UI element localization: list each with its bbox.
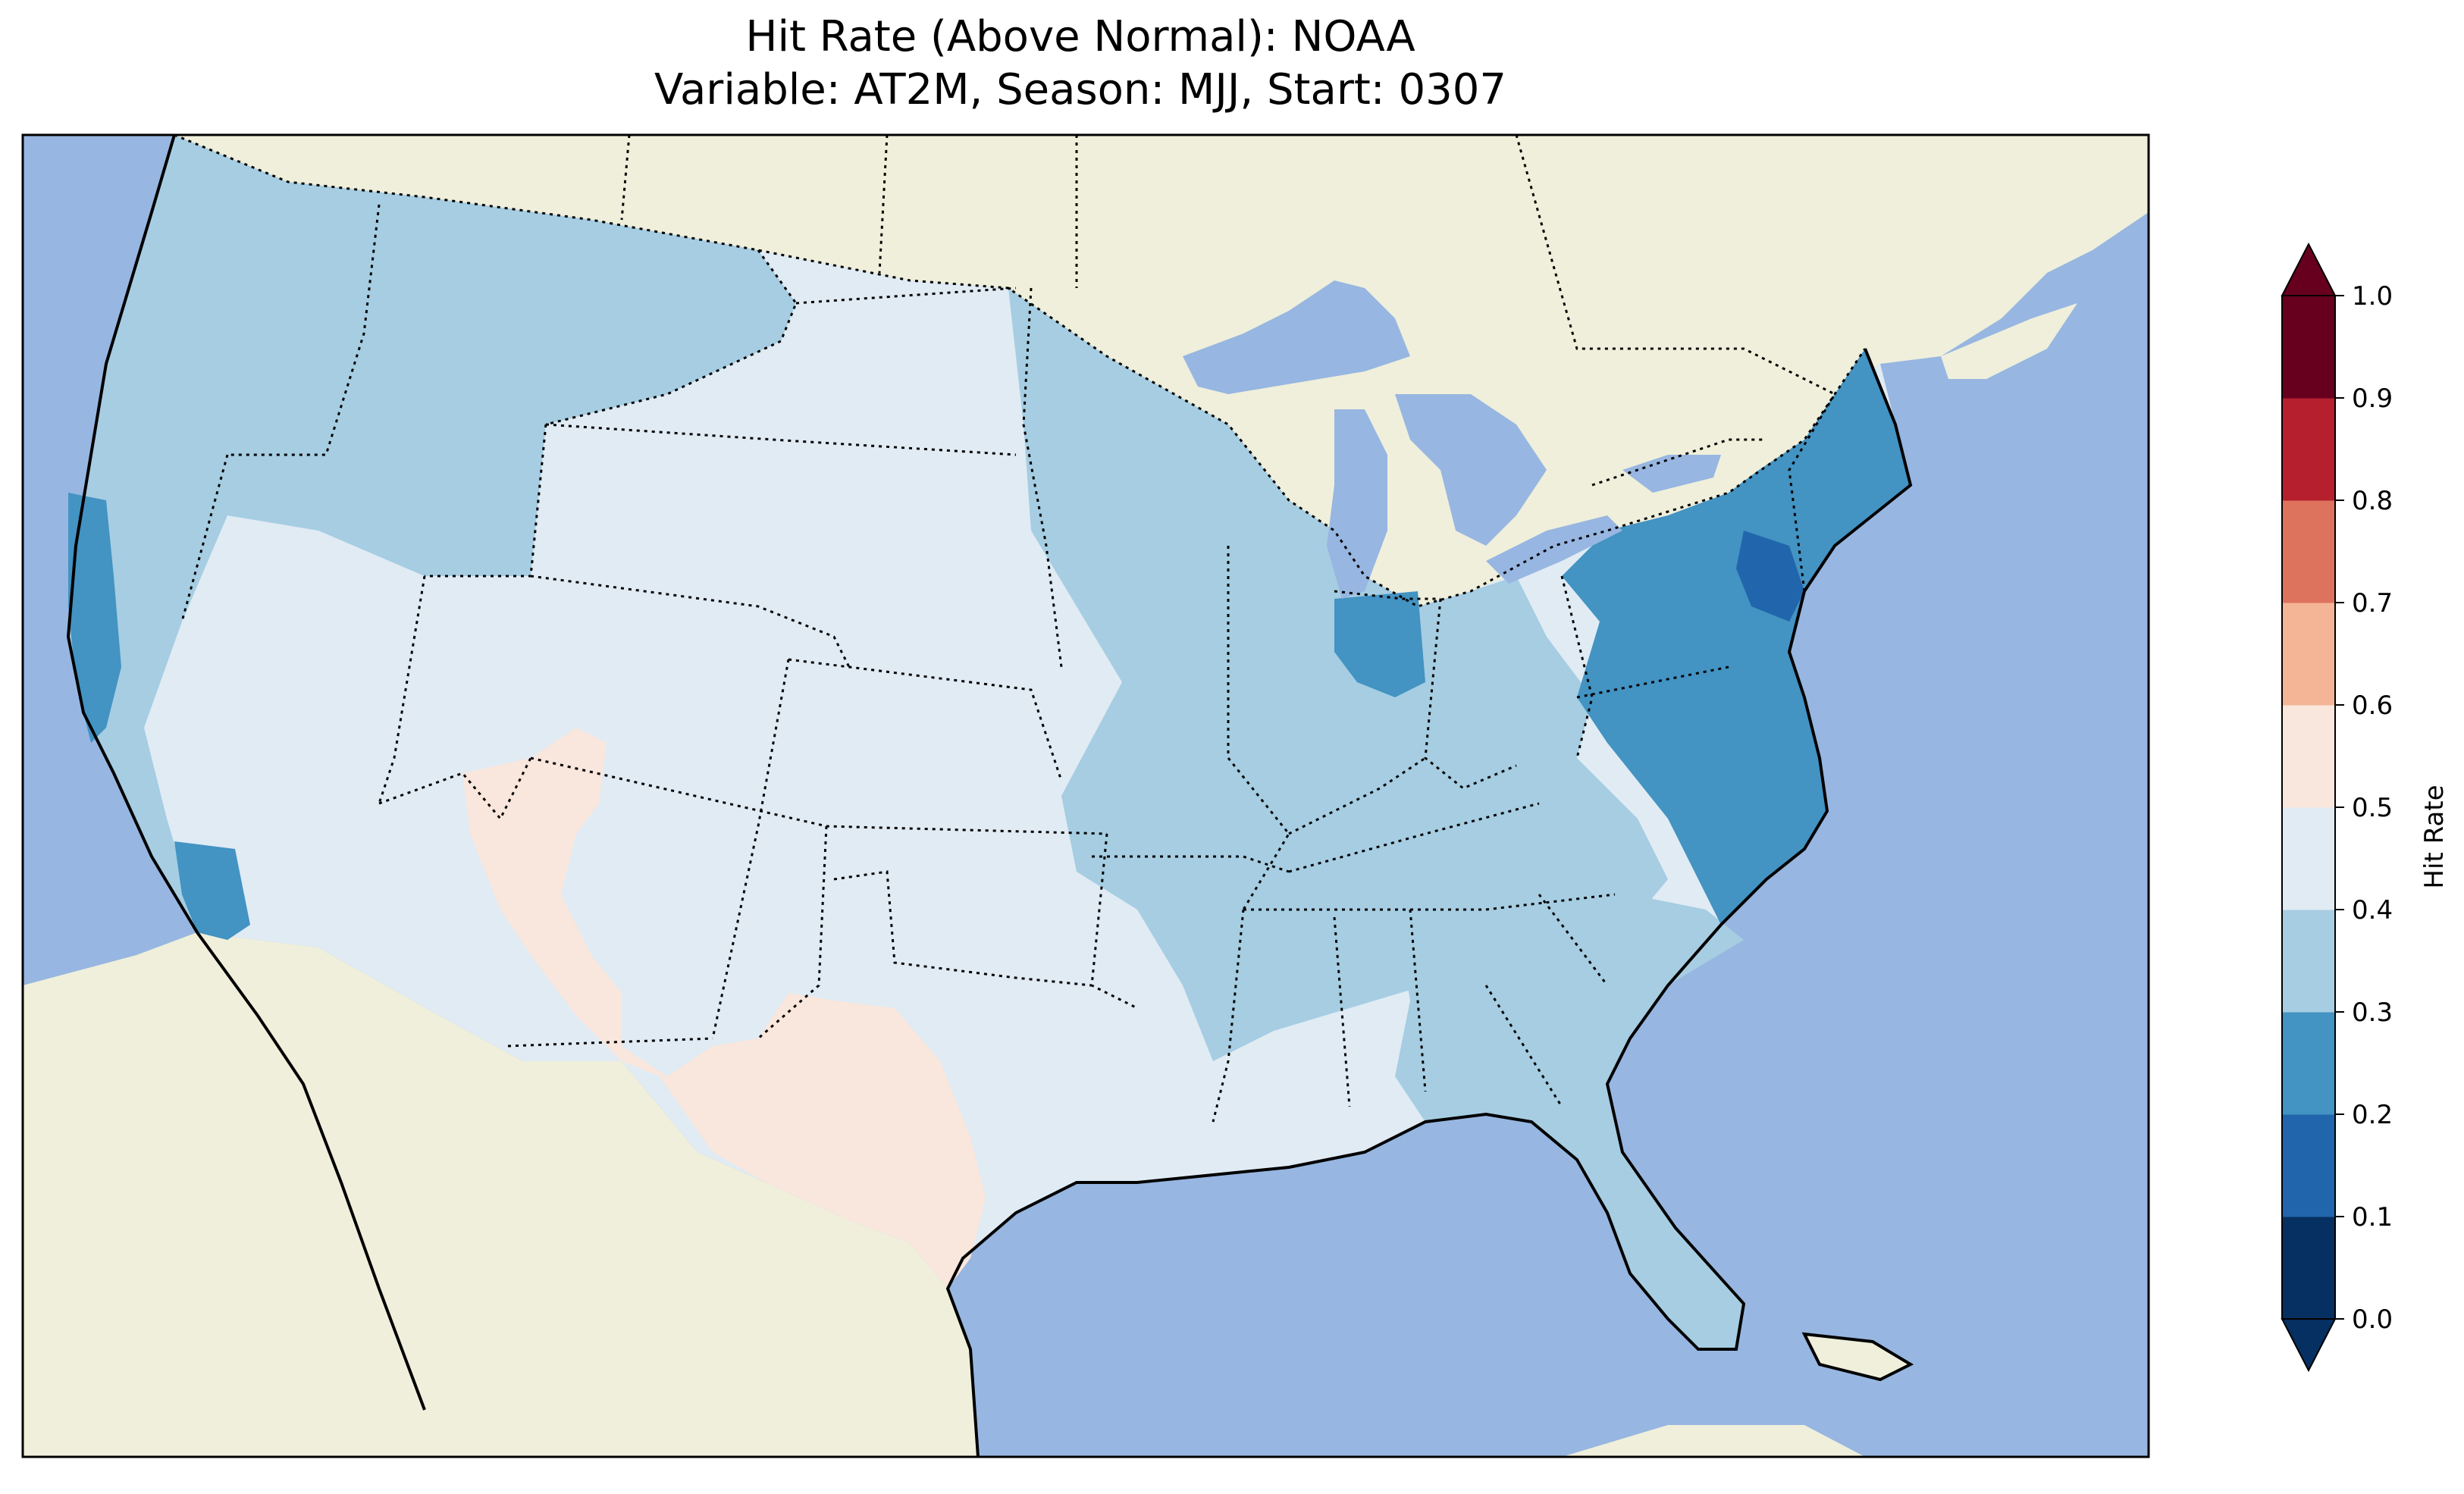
colorbar-tick-label: 0.3 [2352, 998, 2393, 1028]
colorbar-bin [2282, 296, 2335, 399]
colorbar-bin [2282, 910, 2335, 1013]
lake-erie [1486, 515, 1622, 584]
colorbar-bin [2282, 500, 2335, 603]
colorbar-tick-label: 0.2 [2352, 1100, 2393, 1130]
colorbar-bin [2282, 1114, 2335, 1217]
colorbar-tick-label: 0.1 [2352, 1202, 2393, 1232]
colorbar-extend-min [2281, 1318, 2337, 1373]
lake-superior [1183, 280, 1410, 394]
region-upper-midwest [1008, 288, 1668, 1061]
colorbar-tick-label: 0.5 [2352, 793, 2393, 823]
region-northeast [1562, 349, 1911, 925]
colorbar-bin [2282, 1217, 2335, 1320]
colorbar-label: Hit Rate [2419, 785, 2450, 888]
map-title-line-1: Hit Rate (Above Normal): NOAA [745, 12, 1415, 61]
map-title-line-2: Variable: AT2M, Season: MJJ, Start: 0307 [654, 65, 1506, 114]
coastline [66, 135, 1913, 1457]
region-indiana [1334, 591, 1425, 697]
colorbar-bin [2282, 1012, 2335, 1115]
region-mid-atlantic [1736, 531, 1804, 622]
lake-michigan [1327, 409, 1387, 599]
map-frame [21, 133, 2150, 1458]
colorbar-bin [2282, 398, 2335, 501]
colorbar-tick-label: 0.0 [2352, 1305, 2393, 1335]
region-southeast [1395, 894, 1744, 1349]
baja-california [197, 940, 425, 1425]
central-america-coast [1562, 1425, 1865, 1457]
colorbar-tick-label: 0.4 [2352, 895, 2393, 926]
nova-scotia [1941, 303, 2077, 379]
state-borders [180, 204, 1836, 1123]
colorbar-tick-label: 0.7 [2352, 588, 2393, 619]
us-canada-border [174, 135, 1867, 608]
canada-province-borders [620, 135, 1835, 396]
region-pacific-northwest [68, 135, 796, 932]
region-southwest-arizona-new-mexico [462, 728, 986, 1289]
lake-huron [1395, 394, 1547, 546]
cuba-coastline [1801, 1332, 1914, 1382]
colorbar-bin [2282, 807, 2335, 910]
colorbar-tick-label: 1.0 [2352, 281, 2393, 312]
colorbar-extend-max [2281, 242, 2337, 296]
colorbar-bin [2282, 705, 2335, 808]
region-california-coast [68, 493, 121, 743]
map-title: Hit Rate (Above Normal): NOAA Variable: … [23, 11, 2138, 117]
colorbar-tick-label: 0.9 [2352, 384, 2393, 414]
colorbar-tick-label: 0.8 [2352, 486, 2393, 516]
region-gulf-coast [1183, 1046, 1395, 1175]
region-southern-california [174, 841, 250, 940]
colorbar-bin [2282, 603, 2335, 706]
lake-ontario [1622, 455, 1721, 493]
colorbar-tick-label: 0.6 [2352, 691, 2393, 721]
cuba [1804, 1334, 1911, 1380]
